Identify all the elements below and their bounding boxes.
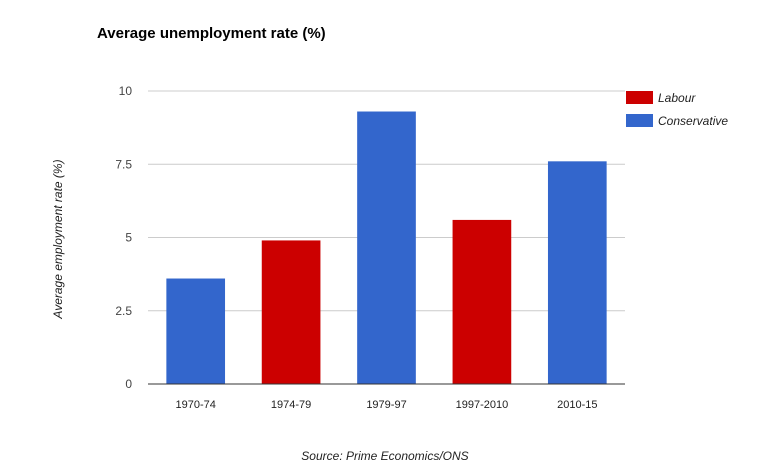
bar bbox=[261, 240, 321, 384]
y-tick-label: 7.5 bbox=[115, 157, 132, 171]
bar bbox=[166, 278, 226, 384]
x-tick-label: 2010-15 bbox=[557, 399, 597, 411]
y-tick-label: 10 bbox=[119, 84, 133, 98]
y-tick-label: 5 bbox=[125, 231, 132, 245]
source-note: Source: Prime Economics/ONS bbox=[301, 449, 469, 463]
x-axis-ticks: 1970-74 1974-79 1979-97 1997-2010 2010-15 bbox=[176, 399, 598, 411]
legend-swatch bbox=[626, 114, 653, 127]
bars bbox=[166, 111, 607, 384]
x-tick-label: 1970-74 bbox=[176, 399, 216, 411]
legend: Labour Conservative bbox=[626, 91, 728, 128]
legend-label: Conservative bbox=[658, 114, 728, 128]
legend-swatch bbox=[626, 91, 653, 104]
chart-title: Average unemployment rate (%) bbox=[97, 25, 326, 42]
x-tick-label: 1974-79 bbox=[271, 399, 311, 411]
x-tick-label: 1997-2010 bbox=[456, 399, 509, 411]
bar bbox=[452, 219, 512, 384]
bar bbox=[357, 111, 416, 384]
y-axis-ticks: 0 2.5 5 7.5 10 bbox=[115, 84, 132, 391]
bar bbox=[547, 161, 607, 384]
x-tick-label: 1979-97 bbox=[366, 399, 406, 411]
y-tick-label: 0 bbox=[125, 377, 132, 391]
y-tick-label: 2.5 bbox=[115, 304, 132, 318]
legend-label: Labour bbox=[658, 91, 696, 105]
